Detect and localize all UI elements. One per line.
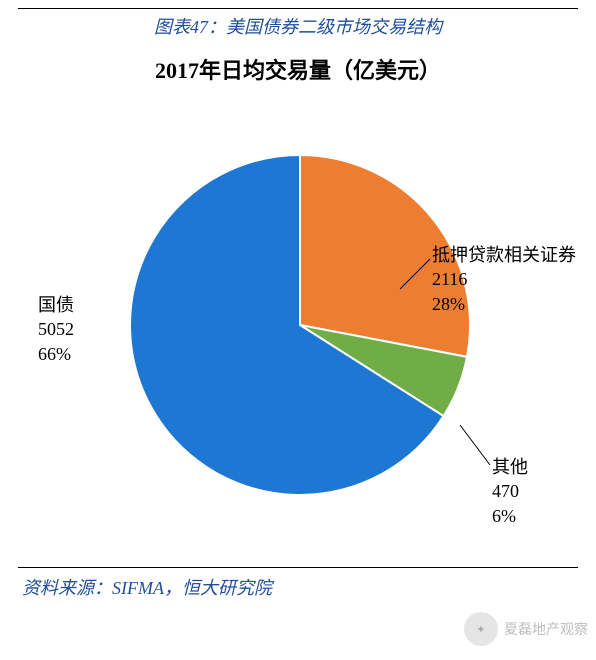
slice-label-0-line-0: 抵押贷款相关证券: [432, 243, 576, 267]
pie-svg: [130, 155, 470, 495]
watermark-text: 夏磊地产观察: [504, 619, 588, 639]
chart-title: 2017年日均交易量（亿美元）: [0, 53, 596, 85]
pie-wrap: [130, 155, 470, 500]
slice-label-1-line-0: 其他: [492, 455, 528, 479]
pie-chart: 抵押贷款相关证券211628% 其他4706% 国债505266%: [0, 103, 596, 563]
slice-label-1-line-1: 470: [492, 479, 528, 503]
slice-label-1: 其他4706%: [492, 455, 528, 528]
slice-label-2-line-2: 66%: [38, 342, 74, 366]
slice-label-0-line-1: 2116: [432, 267, 576, 291]
slice-label-2: 国债505266%: [38, 293, 74, 366]
wechat-icon: ✦: [464, 612, 498, 646]
footer-rule: [18, 567, 578, 568]
slice-label-0: 抵押贷款相关证券211628%: [432, 243, 576, 316]
header-rule: [18, 8, 578, 9]
slice-label-1-line-2: 6%: [492, 504, 528, 528]
slice-label-0-line-2: 28%: [432, 292, 576, 316]
watermark: ✦ 夏磊地产观察: [464, 612, 588, 646]
figure-caption: 图表47：美国债券二级市场交易结构: [0, 13, 596, 39]
slice-label-2-line-0: 国债: [38, 293, 74, 317]
slice-label-2-line-1: 5052: [38, 317, 74, 341]
source-text: 资料来源：SIFMA，恒大研究院: [22, 574, 596, 600]
